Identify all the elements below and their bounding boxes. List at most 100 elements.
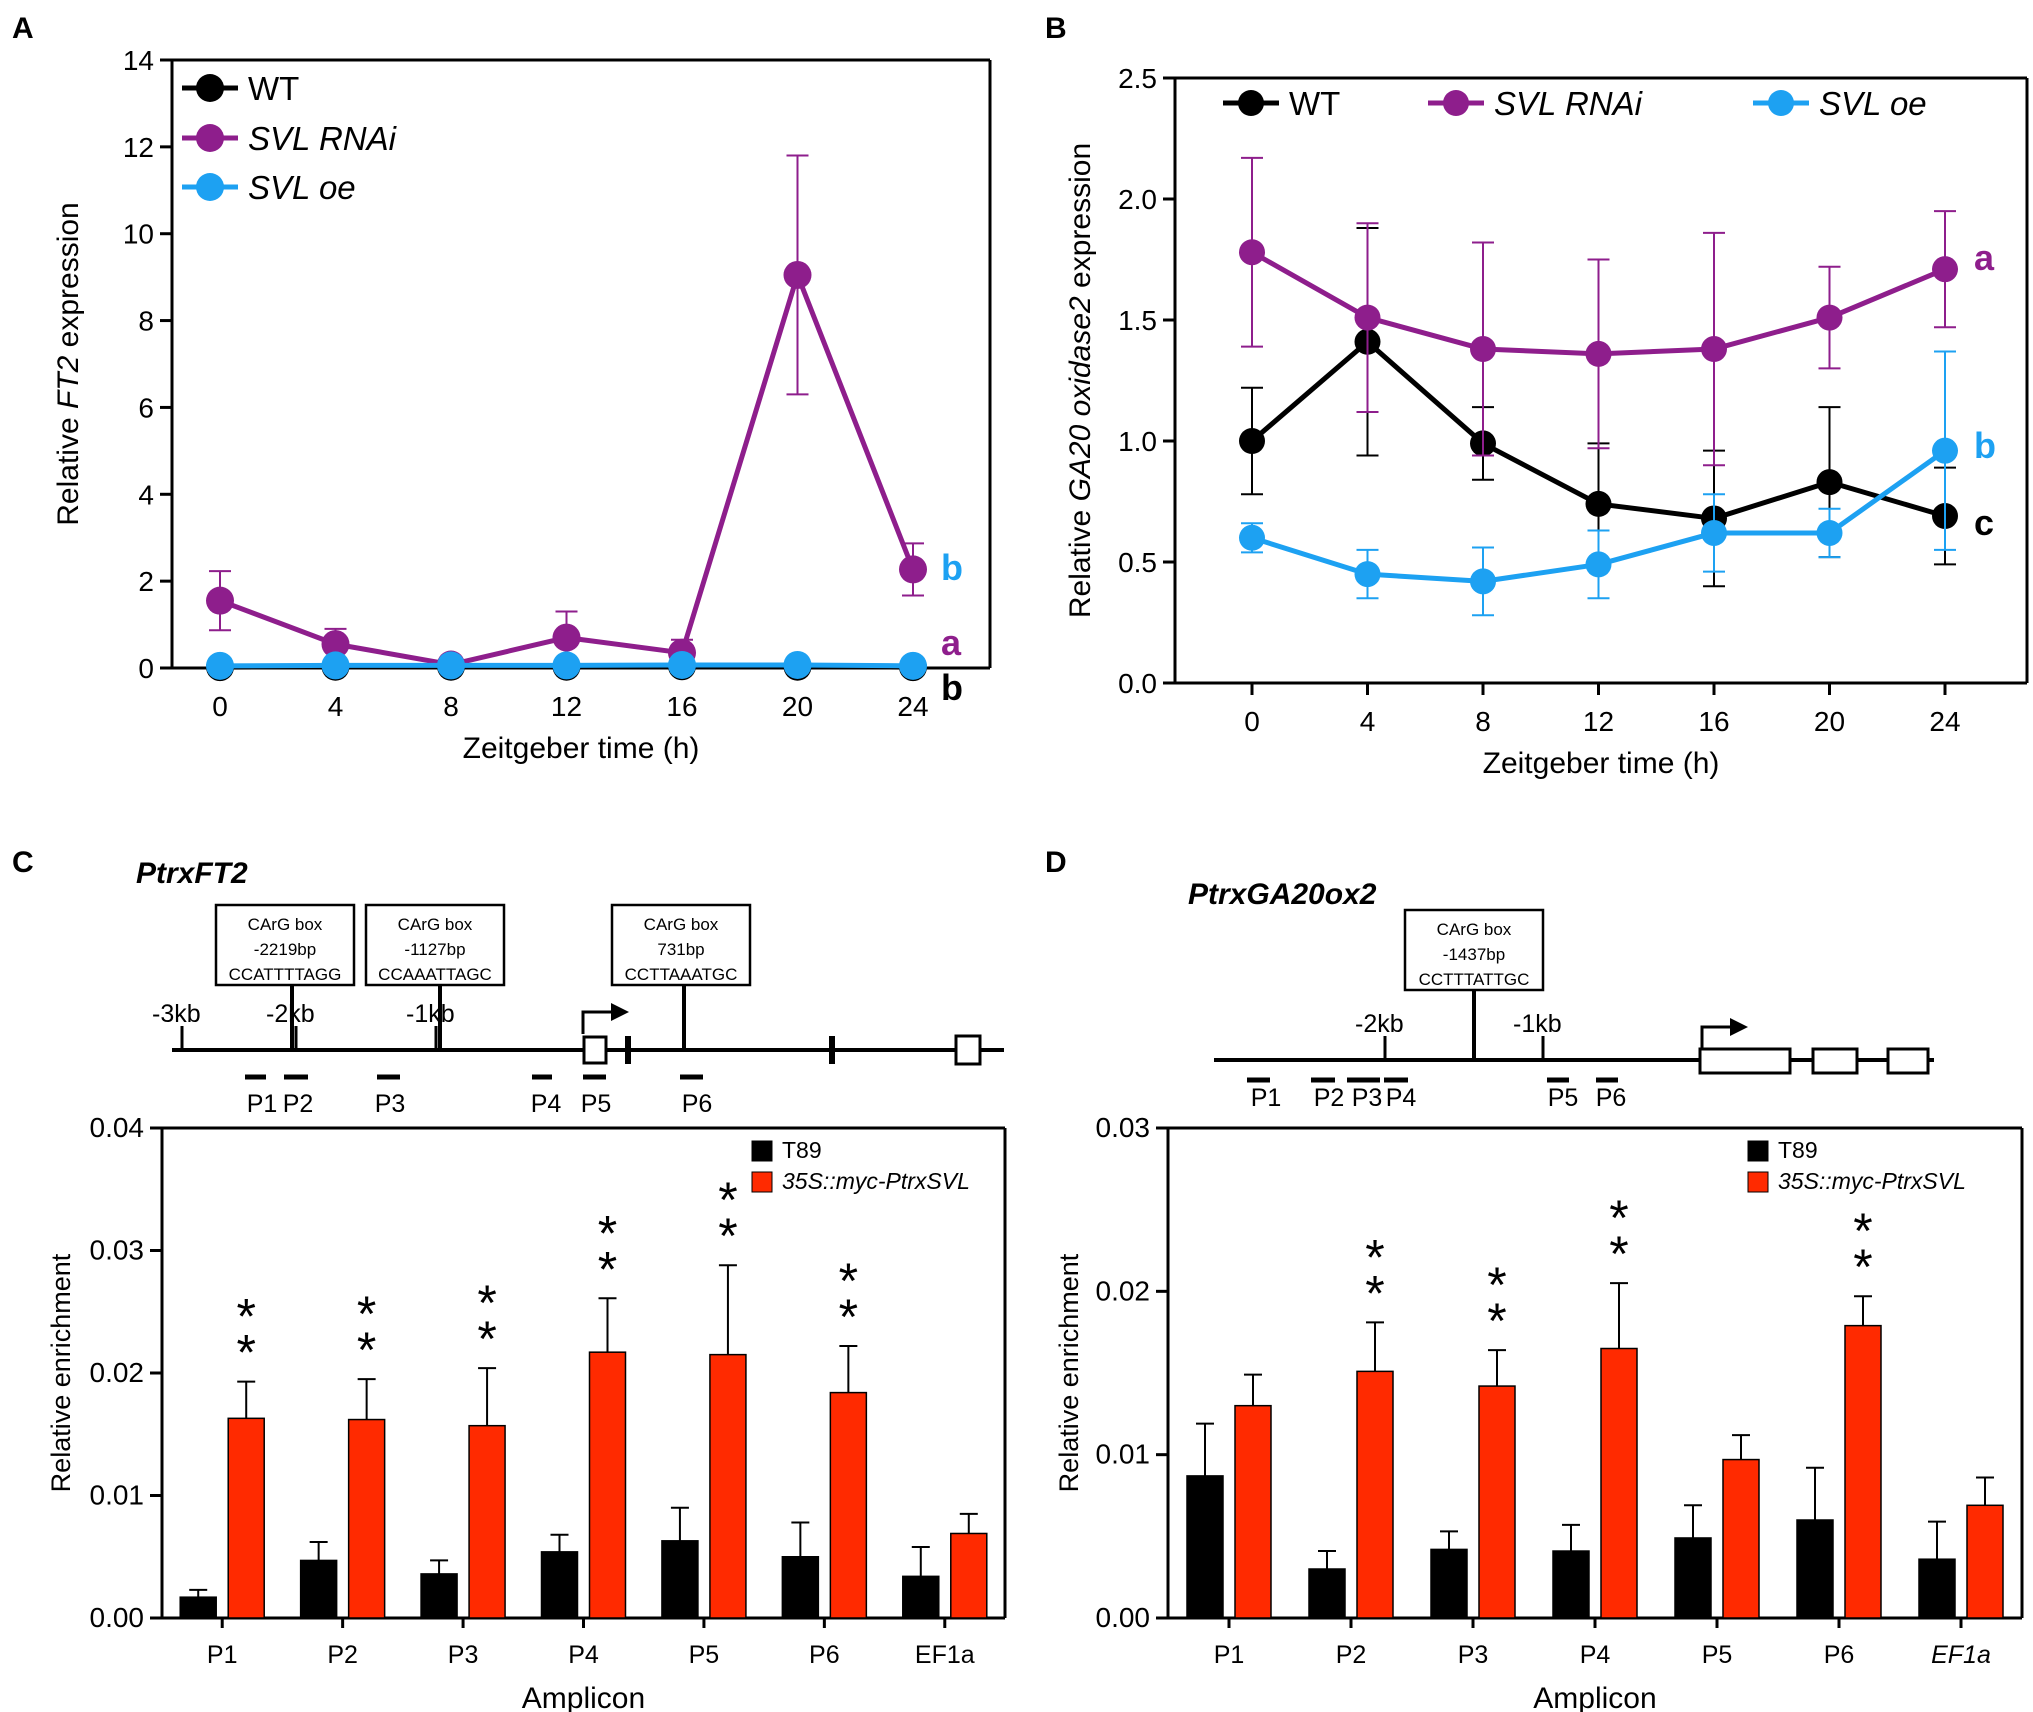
x-tick-label: 12 (551, 691, 582, 722)
x-tick-label: P2 (327, 1641, 358, 1669)
star-mark: * (1853, 1239, 1872, 1295)
legend-label: WT (248, 70, 299, 107)
y-axis-title: Relative GA20 oxidase2 expression (1064, 143, 1097, 618)
x-tick-label: EF1a (1931, 1641, 1991, 1669)
carg-box-sequence: CCTTTATTGC (1419, 970, 1530, 989)
y-tick-label: 0.02 (90, 1357, 145, 1388)
panel-letter-c: C (12, 846, 34, 879)
amplicon-label: P3 (1352, 1084, 1383, 1112)
x-tick-label: P4 (1580, 1641, 1611, 1669)
legend-label: WT (1289, 85, 1340, 122)
bar-t89 (420, 1573, 458, 1619)
gene-title: PtrxFT2 (136, 857, 248, 890)
y-tick-label: 0.5 (1118, 547, 1157, 578)
data-point (1816, 519, 1843, 546)
carg-box-label: CArG box (644, 915, 719, 934)
x-tick-label: 0 (1244, 706, 1260, 737)
legend-label: T89 (1778, 1137, 1818, 1163)
amplicon-label: P6 (1596, 1084, 1627, 1112)
significance-letter: a (941, 622, 962, 663)
legend-label: SVL oe (1819, 85, 1927, 122)
tss-arrow-head (611, 1003, 629, 1021)
x-axis-title: Amplicon (1533, 1682, 1656, 1712)
bar-svl (1478, 1385, 1516, 1619)
significance-stars: ** (598, 1205, 617, 1297)
series-svl-oe: b SVL oe (1239, 85, 1996, 617)
significance-stars: ** (839, 1253, 858, 1345)
data-point (783, 260, 812, 289)
panel-c-bars: 0.000.010.020.030.04P1**P2**P3**P4**P5**… (46, 1112, 1007, 1712)
carg-box: CArG box 731bp CCTTAAATGC (610, 903, 752, 987)
star-mark: * (236, 1289, 255, 1345)
amplicon-label: P4 (531, 1090, 562, 1118)
bar-t89 (1430, 1548, 1468, 1619)
x-tick-label: 20 (782, 691, 813, 722)
carg-box-sequence: CCTTAAATGC (625, 965, 738, 984)
x-tick-label: 12 (1583, 706, 1614, 737)
data-point (1239, 239, 1265, 266)
data-point (1816, 469, 1843, 496)
y-axis-title-part: expression (52, 202, 85, 355)
bar-svl (950, 1532, 988, 1619)
series-svl-rnai: a SVL RNAi (1239, 85, 1995, 467)
x-axis-title: Zeitgeber time (h) (463, 732, 700, 765)
exon (954, 1034, 982, 1066)
x-tick-label: P4 (568, 1641, 599, 1669)
bar-svl (1356, 1370, 1394, 1619)
y-axis-title-part: Relative (1064, 501, 1097, 618)
kb-label: -1kb (1513, 1010, 1562, 1038)
y-tick-label: 0 (138, 653, 154, 684)
star-mark: * (1609, 1190, 1628, 1246)
y-tick-label: 1.5 (1118, 305, 1157, 336)
x-tick-label: EF1a (915, 1641, 975, 1669)
y-tick-label: 0.03 (90, 1235, 145, 1266)
kb-label: -2kb (1355, 1010, 1404, 1038)
star-mark: * (839, 1253, 858, 1309)
star-mark: * (598, 1205, 617, 1261)
y-axis-title-part: Relative (52, 409, 85, 526)
data-point (1354, 561, 1381, 588)
y-tick-label: 14 (123, 45, 154, 76)
bar-svl (588, 1351, 627, 1619)
bar-t89 (1186, 1475, 1224, 1619)
exon (1811, 1047, 1859, 1075)
data-point (899, 555, 927, 584)
bar-svl (227, 1417, 265, 1619)
bar-svl (1600, 1347, 1638, 1619)
gene-title: PtrxGA20ox2 (1188, 878, 1377, 911)
data-point (668, 650, 696, 679)
x-tick-label: P6 (809, 1641, 840, 1669)
y-tick-label: 0.0 (1118, 668, 1157, 699)
significance-stars: ** (1487, 1257, 1506, 1349)
y-axis-title-part: expression (1064, 143, 1097, 296)
star-mark: * (598, 1241, 617, 1297)
carg-box-label: CArG box (398, 915, 473, 934)
legend-label: 35S::myc-PtrxSVL (782, 1168, 970, 1194)
data-point (899, 651, 927, 680)
legend-marker (1443, 90, 1469, 116)
carg-box-position: 731bp (657, 940, 704, 959)
data-point (1701, 336, 1727, 363)
y-axis-title-gene: FT2 (52, 355, 85, 409)
carg-box-position: -1127bp (404, 940, 465, 959)
y-tick-label: 1.0 (1118, 426, 1157, 457)
legend-swatch (1747, 1171, 1769, 1193)
legend-marker (196, 173, 224, 201)
data-point (552, 651, 581, 680)
data-point (1816, 304, 1843, 331)
bar-svl (709, 1353, 747, 1619)
panel-letter-b: B (1045, 12, 1067, 45)
legend-marker (196, 124, 224, 152)
bar-t89 (179, 1596, 217, 1619)
carg-box-frame (1403, 908, 1545, 992)
carg-box-label: CArG box (1437, 920, 1512, 939)
significance-letter: b (941, 667, 963, 708)
tss-arrow (581, 1010, 611, 1034)
star-mark: * (1853, 1203, 1872, 1259)
series-svl-oe: b SVL oe (182, 169, 963, 680)
amplicon-label: P2 (1314, 1084, 1345, 1112)
data-point (321, 651, 350, 680)
